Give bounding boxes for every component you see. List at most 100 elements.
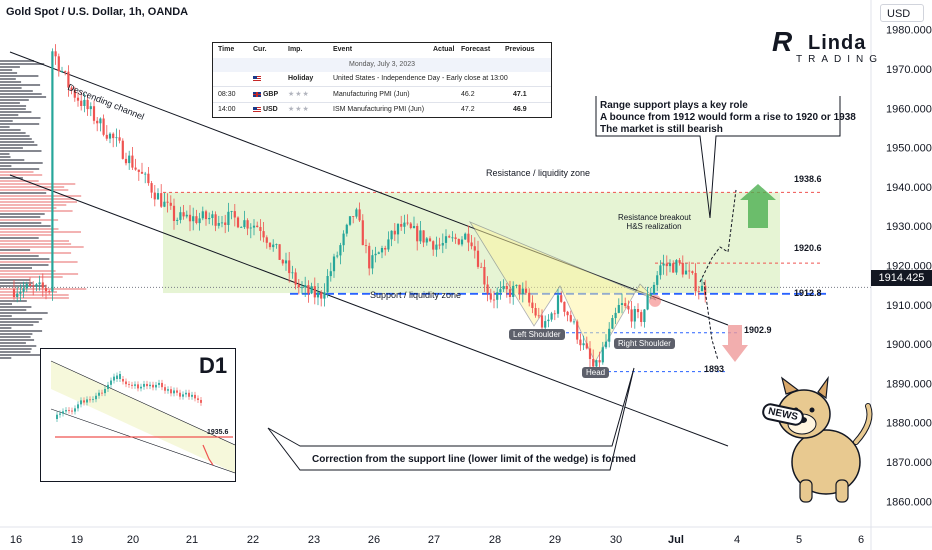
candle-body bbox=[684, 270, 688, 275]
head-label: Head bbox=[582, 367, 610, 378]
logo-name: Linda bbox=[808, 32, 867, 54]
candle-body bbox=[524, 288, 528, 293]
candle-body bbox=[182, 212, 185, 217]
candle-body bbox=[585, 343, 588, 349]
candle-body bbox=[428, 238, 432, 242]
candle-body bbox=[659, 265, 662, 276]
time-tick-label: Jul bbox=[668, 534, 684, 546]
price-tick-label: 1890.000 bbox=[886, 378, 932, 390]
inset-down-arrow bbox=[202, 444, 214, 466]
volume-profile-bar bbox=[0, 294, 69, 296]
candle-body bbox=[361, 220, 364, 246]
candle-body bbox=[681, 262, 684, 275]
candle-body bbox=[310, 286, 313, 294]
candle-body bbox=[400, 224, 403, 227]
inset-level-label: 1935.6 bbox=[207, 429, 229, 436]
candle-body bbox=[124, 158, 128, 164]
volume-profile-bar bbox=[0, 174, 43, 176]
candle-body bbox=[99, 118, 102, 124]
candle-body bbox=[137, 169, 140, 172]
candle-body bbox=[502, 286, 505, 290]
volume-profile-bar bbox=[0, 321, 39, 323]
candle-body bbox=[624, 303, 627, 306]
candle-body bbox=[496, 292, 499, 300]
volume-profile-bar bbox=[0, 267, 32, 269]
price-tick-label: 1880.000 bbox=[886, 418, 932, 430]
candle-body bbox=[44, 287, 48, 292]
col-actual: Actual bbox=[433, 46, 455, 53]
candle-body bbox=[326, 276, 329, 293]
candle-body bbox=[67, 71, 70, 88]
candle-body bbox=[80, 100, 83, 106]
candle-body bbox=[275, 244, 278, 245]
candle-body bbox=[54, 51, 57, 57]
volume-profile-bar bbox=[0, 144, 38, 146]
candle-body bbox=[403, 222, 406, 227]
candle-body bbox=[518, 284, 521, 294]
candle-body bbox=[611, 318, 614, 329]
note-callout-border bbox=[595, 96, 841, 219]
volume-profile-bar bbox=[0, 351, 31, 353]
candle-body bbox=[704, 285, 707, 296]
volume-profile-bar bbox=[0, 171, 34, 173]
candle-body bbox=[688, 270, 691, 272]
bullish-arrow-icon bbox=[740, 184, 776, 228]
volume-profile-bar bbox=[0, 165, 12, 167]
candle-body bbox=[323, 292, 326, 299]
currency-button[interactable]: USD bbox=[880, 4, 924, 22]
candle-body bbox=[320, 292, 323, 299]
candle-body bbox=[144, 173, 147, 175]
candle-body bbox=[156, 193, 160, 200]
inset-candle-body bbox=[122, 379, 124, 382]
inset-candle-body bbox=[200, 399, 202, 403]
time-tick-label: 29 bbox=[549, 534, 561, 546]
volume-profile-bar bbox=[0, 270, 56, 272]
candle-body bbox=[694, 273, 697, 292]
event-importance: Holiday bbox=[288, 75, 314, 82]
candle-body bbox=[249, 227, 252, 229]
candle-body bbox=[329, 271, 332, 277]
volume-profile-bar bbox=[0, 156, 11, 158]
candle-body bbox=[28, 284, 32, 286]
volume-profile-bar bbox=[0, 168, 40, 170]
candle-body bbox=[547, 319, 550, 322]
event-name: ISM Manufacturing PMI (Jun) bbox=[333, 106, 425, 113]
inset-candle-body bbox=[92, 399, 94, 401]
candle-body bbox=[592, 359, 595, 367]
inset-candle-body bbox=[119, 373, 121, 379]
volume-profile-bar bbox=[0, 273, 79, 275]
candle-body bbox=[572, 321, 576, 323]
resistance-zone-label: Resistance / liquidity zone bbox=[486, 168, 591, 178]
candle-body bbox=[278, 244, 281, 260]
candle-body bbox=[227, 211, 230, 225]
importance-stars-icon: ★★★ bbox=[288, 91, 310, 98]
candle-body bbox=[387, 239, 390, 250]
volume-profile-bar bbox=[0, 162, 43, 164]
volume-profile-bar bbox=[0, 210, 73, 212]
candle-body bbox=[409, 223, 412, 228]
volume-profile-bar bbox=[0, 177, 23, 179]
volume-profile-bar bbox=[0, 207, 57, 209]
candle-body bbox=[499, 289, 502, 293]
candle-body bbox=[281, 259, 284, 264]
candle-body bbox=[598, 360, 601, 363]
candle-body bbox=[512, 285, 515, 297]
candle-body bbox=[569, 315, 572, 322]
candle-body bbox=[480, 266, 483, 268]
candle-body bbox=[179, 212, 182, 220]
candle-body bbox=[169, 202, 172, 206]
candle-body bbox=[675, 260, 678, 273]
candle-body bbox=[252, 225, 256, 228]
candle-body bbox=[64, 71, 67, 72]
price-tick-label: 1860.000 bbox=[886, 496, 932, 508]
volume-profile-bar bbox=[0, 66, 20, 68]
candle-body bbox=[633, 309, 636, 322]
volume-profile-bar bbox=[0, 306, 32, 308]
inset-candle-body bbox=[113, 376, 115, 381]
price-tick-label: 1930.000 bbox=[886, 221, 932, 233]
channel-upper-line bbox=[9, 51, 729, 326]
inset-candle-body bbox=[98, 392, 100, 396]
candle-body bbox=[259, 227, 262, 231]
breakout-label-line2: H&S realization bbox=[626, 222, 682, 231]
